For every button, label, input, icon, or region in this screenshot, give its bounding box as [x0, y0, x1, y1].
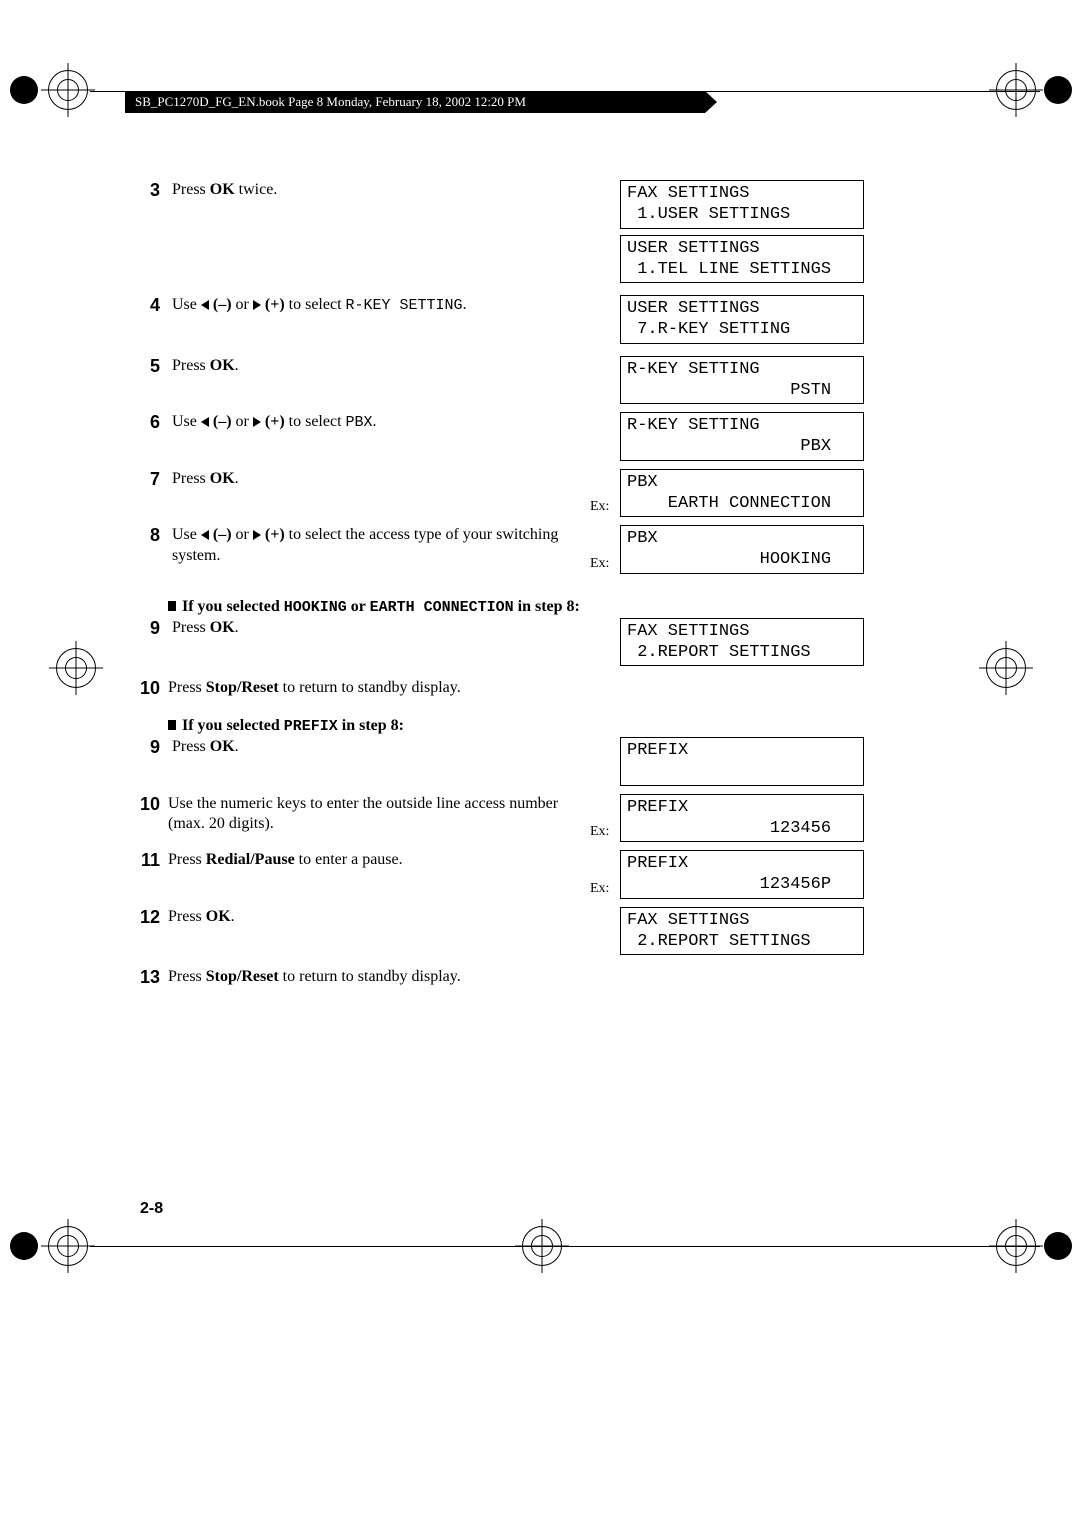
- step-num-11: 11: [130, 850, 160, 871]
- step-num-10a: 10: [130, 678, 160, 699]
- step-num-6: 6: [130, 412, 160, 433]
- bullet-icon: [168, 601, 176, 611]
- step-text-5: Press OK.: [164, 356, 564, 377]
- reg-solid-br: [1044, 1232, 1072, 1260]
- lcd-11: PREFIX 123456P: [620, 850, 864, 899]
- step-text-9b: Press OK.: [164, 737, 564, 758]
- step-num-7: 7: [130, 469, 160, 490]
- triangle-left-icon: [201, 417, 209, 427]
- step-text-4: Use (–) or (+) to select R-KEY SETTING.: [164, 295, 564, 316]
- step-num-8: 8: [130, 525, 160, 546]
- step-text-3: Press OK twice.: [164, 180, 564, 201]
- triangle-left-icon: [201, 530, 209, 540]
- page-number: 2-8: [140, 1200, 163, 1218]
- lcd-2: USER SETTINGS 1.TEL LINE SETTINGS: [620, 235, 864, 284]
- lcd-1: FAX SETTINGS 1.USER SETTINGS: [620, 180, 864, 229]
- step-num-9b: 9: [130, 737, 160, 758]
- reg-mark-ml: [56, 648, 96, 688]
- ex-label: Ex:: [590, 824, 616, 840]
- reg-mark-tr: [996, 70, 1036, 110]
- step-text-10b: Use the numeric keys to enter the outsid…: [164, 794, 564, 836]
- reg-solid-tr: [1044, 76, 1072, 104]
- step-text-9a: Press OK.: [164, 618, 564, 639]
- lcd-9: PREFIX: [620, 737, 864, 786]
- ex-label: Ex:: [590, 556, 616, 572]
- sub-heading-hooking: If you selected HOOKING or EARTH CONNECT…: [130, 598, 950, 616]
- step-text-10a: Press Stop/Reset to return to standby di…: [164, 678, 564, 699]
- ex-label: Ex:: [590, 499, 616, 515]
- crop-line-bottom: [90, 1246, 1040, 1247]
- reg-solid-bl: [10, 1232, 38, 1260]
- lcd-4: R-KEY SETTING PSTN: [620, 356, 864, 405]
- step-text-6: Use (–) or (+) to select PBX.: [164, 412, 564, 433]
- step-num-5: 5: [130, 356, 160, 377]
- lcd-8: FAX SETTINGS 2.REPORT SETTINGS: [620, 618, 864, 667]
- page-content: 3 Press OK twice. FAX SETTINGS 1.USER SE…: [130, 180, 950, 988]
- lcd-12: FAX SETTINGS 2.REPORT SETTINGS: [620, 907, 864, 956]
- step-text-13: Press Stop/Reset to return to standby di…: [164, 967, 564, 988]
- reg-mark-bl: [48, 1226, 88, 1266]
- lcd-7: PBX HOOKING: [620, 525, 864, 574]
- triangle-right-icon: [253, 300, 261, 310]
- step-text-8: Use (–) or (+) to select the access type…: [164, 525, 564, 567]
- step-text-11: Press Redial/Pause to enter a pause.: [164, 850, 564, 871]
- triangle-right-icon: [253, 417, 261, 427]
- step-num-3: 3: [130, 180, 160, 201]
- triangle-left-icon: [201, 300, 209, 310]
- step-text-7: Press OK.: [164, 469, 564, 490]
- reg-mark-mr: [986, 648, 1026, 688]
- lcd-5: R-KEY SETTING PBX: [620, 412, 864, 461]
- lcd-3: USER SETTINGS 7.R-KEY SETTING: [620, 295, 864, 344]
- sub-heading-prefix: If you selected PREFIX in step 8:: [130, 717, 950, 735]
- step-num-4: 4: [130, 295, 160, 316]
- step-text-12: Press OK.: [164, 907, 564, 928]
- step-num-13: 13: [130, 967, 160, 988]
- bullet-icon: [168, 720, 176, 730]
- header-bar: SB_PC1270D_FG_EN.book Page 8 Monday, Feb…: [125, 91, 705, 113]
- step-num-10b: 10: [130, 794, 160, 815]
- triangle-right-icon: [253, 530, 261, 540]
- lcd-6: PBX EARTH CONNECTION: [620, 469, 864, 518]
- header-text: SB_PC1270D_FG_EN.book Page 8 Monday, Feb…: [135, 94, 526, 109]
- step-num-9a: 9: [130, 618, 160, 639]
- lcd-10: PREFIX 123456: [620, 794, 864, 843]
- step-num-12: 12: [130, 907, 160, 928]
- reg-mark-tl: [48, 70, 88, 110]
- reg-solid-tl: [10, 76, 38, 104]
- ex-label: Ex:: [590, 881, 616, 897]
